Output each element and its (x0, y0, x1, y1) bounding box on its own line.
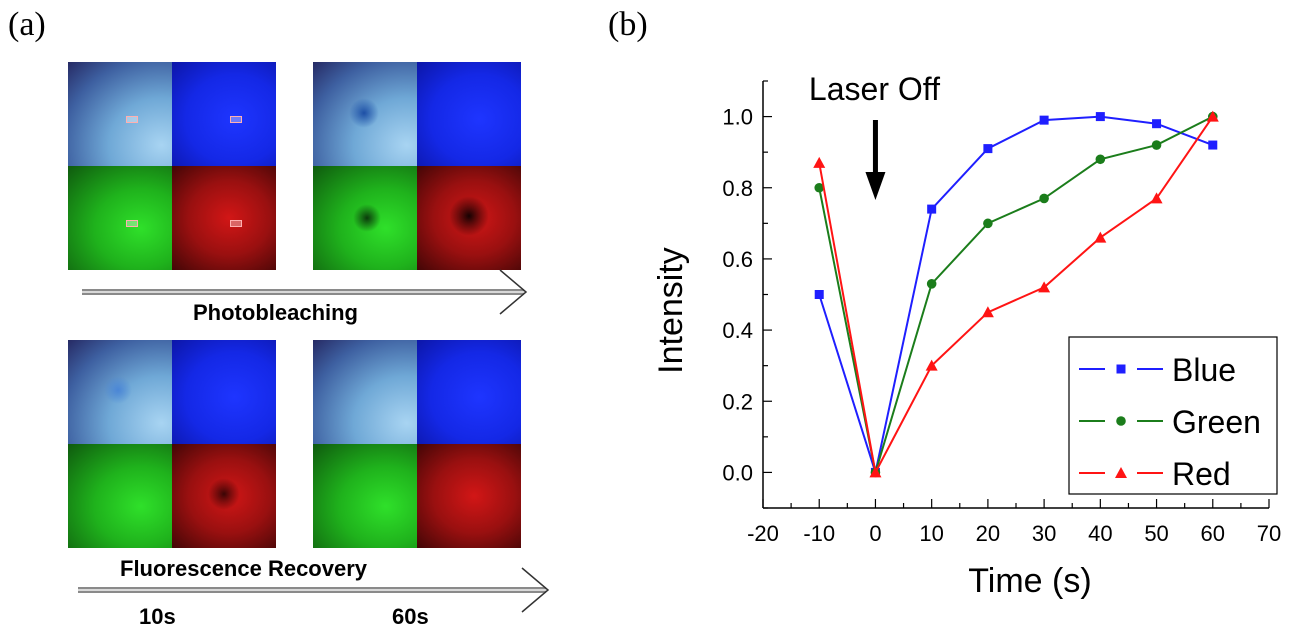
data-point-red (982, 306, 994, 317)
x-tick-label: 30 (1032, 521, 1056, 546)
x-tick-label: 20 (976, 521, 1000, 546)
data-point-green (927, 279, 937, 289)
x-tick-label: 50 (1144, 521, 1168, 546)
laser-off-arrow-head (865, 172, 885, 200)
data-point-green (1096, 154, 1106, 164)
legend-marker-green (1116, 416, 1126, 426)
x-tick-label: 70 (1257, 521, 1281, 546)
data-point-blue (815, 290, 824, 299)
data-point-green (983, 219, 993, 229)
x-tick-label: 10 (919, 521, 943, 546)
data-point-red (813, 157, 825, 168)
data-point-blue (927, 205, 936, 214)
data-point-red (1094, 232, 1106, 243)
x-tick-label: -10 (803, 521, 835, 546)
data-point-blue (1208, 141, 1217, 150)
data-point-blue (1040, 116, 1049, 125)
y-tick-label: 0.2 (722, 389, 753, 414)
data-point-blue (1152, 119, 1161, 128)
legend-label-red: Red (1172, 456, 1231, 492)
data-point-blue (1096, 112, 1105, 121)
legend-marker-blue (1117, 365, 1126, 374)
y-tick-label: 0.8 (722, 176, 753, 201)
y-tick-label: 1.0 (722, 105, 753, 130)
y-tick-label: 0.6 (722, 247, 753, 272)
legend-label-green: Green (1172, 404, 1261, 440)
y-tick-label: 0.0 (722, 460, 753, 485)
x-tick-label: -20 (747, 521, 779, 546)
y-tick-label: 0.4 (722, 318, 753, 343)
legend: Blue Green Red (1069, 337, 1277, 494)
x-tick-label: 0 (869, 521, 881, 546)
x-tick-label: 60 (1201, 521, 1225, 546)
y-axis-title: Intensity (652, 247, 690, 374)
laser-off-annotation: Laser Off (809, 71, 940, 107)
legend-label-blue: Blue (1172, 352, 1236, 388)
x-tick-label: 40 (1088, 521, 1112, 546)
data-point-blue (983, 144, 992, 153)
data-point-green (1152, 140, 1162, 150)
x-axis-title: Time (s) (968, 562, 1091, 600)
data-point-green (1039, 194, 1049, 204)
